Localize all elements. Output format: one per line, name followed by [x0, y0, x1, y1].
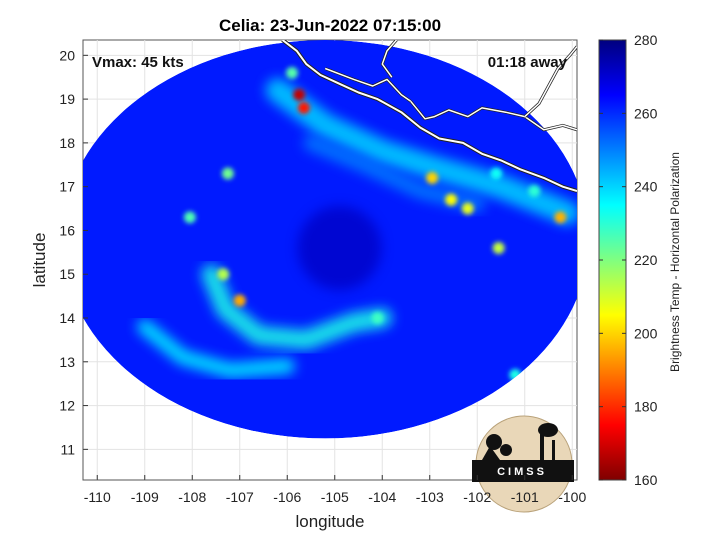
convective-cell: [490, 167, 503, 180]
x-tick-label: -100: [558, 489, 586, 505]
x-axis-label: longitude: [295, 512, 364, 531]
time-away-annotation: 01:18 away: [488, 54, 568, 71]
colorbar-tick-label: 240: [634, 179, 658, 195]
swath-layer: [83, 40, 577, 439]
x-tick-label: -101: [511, 489, 539, 505]
border-line: [524, 46, 577, 118]
colorbar-tick-label: 160: [634, 472, 658, 488]
convective-cell: [183, 211, 196, 224]
convective-cell: [554, 211, 567, 224]
colorbar-tick-label: 200: [634, 325, 658, 341]
y-tick-label: 17: [59, 179, 75, 195]
y-tick-label: 11: [60, 441, 75, 457]
colorbar-tick-label: 180: [634, 399, 658, 415]
coastline-layer: [281, 40, 577, 193]
convective-cell: [461, 202, 474, 215]
convective-band: [265, 78, 577, 225]
x-tick-label: -109: [131, 489, 159, 505]
x-tick-label: -104: [368, 489, 396, 505]
storm-eye: [297, 205, 382, 290]
y-tick-label: 16: [59, 222, 75, 238]
convective-cell: [233, 294, 246, 307]
convective-cell: [286, 66, 298, 79]
colorbar-ticks: 160 180 200 220 240 260 280: [599, 32, 658, 488]
chart-title: Celia: 23-Jun-2022 07:15:00: [219, 16, 441, 35]
y-tick-label: 14: [59, 310, 75, 326]
x-tick-label: -106: [273, 489, 301, 505]
colorbar: [598, 39, 627, 481]
convective-cell: [371, 312, 384, 325]
convective-cell: [528, 185, 541, 198]
convective-cell: [297, 101, 310, 114]
convective-cell: [293, 88, 306, 101]
border-line: [410, 100, 577, 131]
y-tick-label: 19: [59, 91, 75, 107]
convective-band: [201, 264, 393, 350]
border-line: [324, 67, 412, 102]
cimss-logo: CIMSS: [472, 415, 574, 513]
convective-cell: [217, 268, 230, 281]
y-tick-label: 13: [59, 354, 75, 370]
colorbar-tick-label: 280: [634, 32, 658, 48]
logo-text: CIMSS: [497, 466, 547, 478]
vmax-annotation: Vmax: 45 kts: [92, 54, 184, 71]
colorbar-tick-label: 260: [634, 105, 658, 121]
y-axis-label: latitude: [30, 233, 49, 288]
y-tick-label: 18: [59, 135, 75, 151]
convective-cell: [221, 167, 234, 180]
y-tick-label: 15: [59, 266, 75, 282]
colorbar-tick-label: 220: [634, 252, 658, 268]
x-tick-label: -108: [178, 489, 206, 505]
y-tick-label: 20: [59, 47, 75, 63]
coastline: [281, 40, 577, 192]
y-axis-ticks: 11 12 13 14 15 16 17 18 19 20: [59, 47, 88, 457]
convective-cell: [445, 193, 458, 206]
y-tick-label: 12: [59, 398, 75, 414]
x-tick-label: -103: [416, 489, 444, 505]
x-axis-ticks: -110 -109 -108 -107 -106 -105 -104 -103 -102 -101…: [84, 475, 586, 505]
convective-cell: [426, 171, 439, 184]
x-tick-label: -102: [463, 489, 491, 505]
convective-band: [137, 319, 295, 379]
x-tick-label: -107: [226, 489, 254, 505]
x-tick-label: -105: [321, 489, 349, 505]
border-line: [381, 40, 398, 78]
x-tick-label: -110: [84, 489, 111, 505]
colorbar-label: Brightness Temp - Horizontal Polarizatio…: [668, 152, 682, 372]
convective-cell: [492, 241, 505, 254]
swath-features: [137, 66, 577, 381]
